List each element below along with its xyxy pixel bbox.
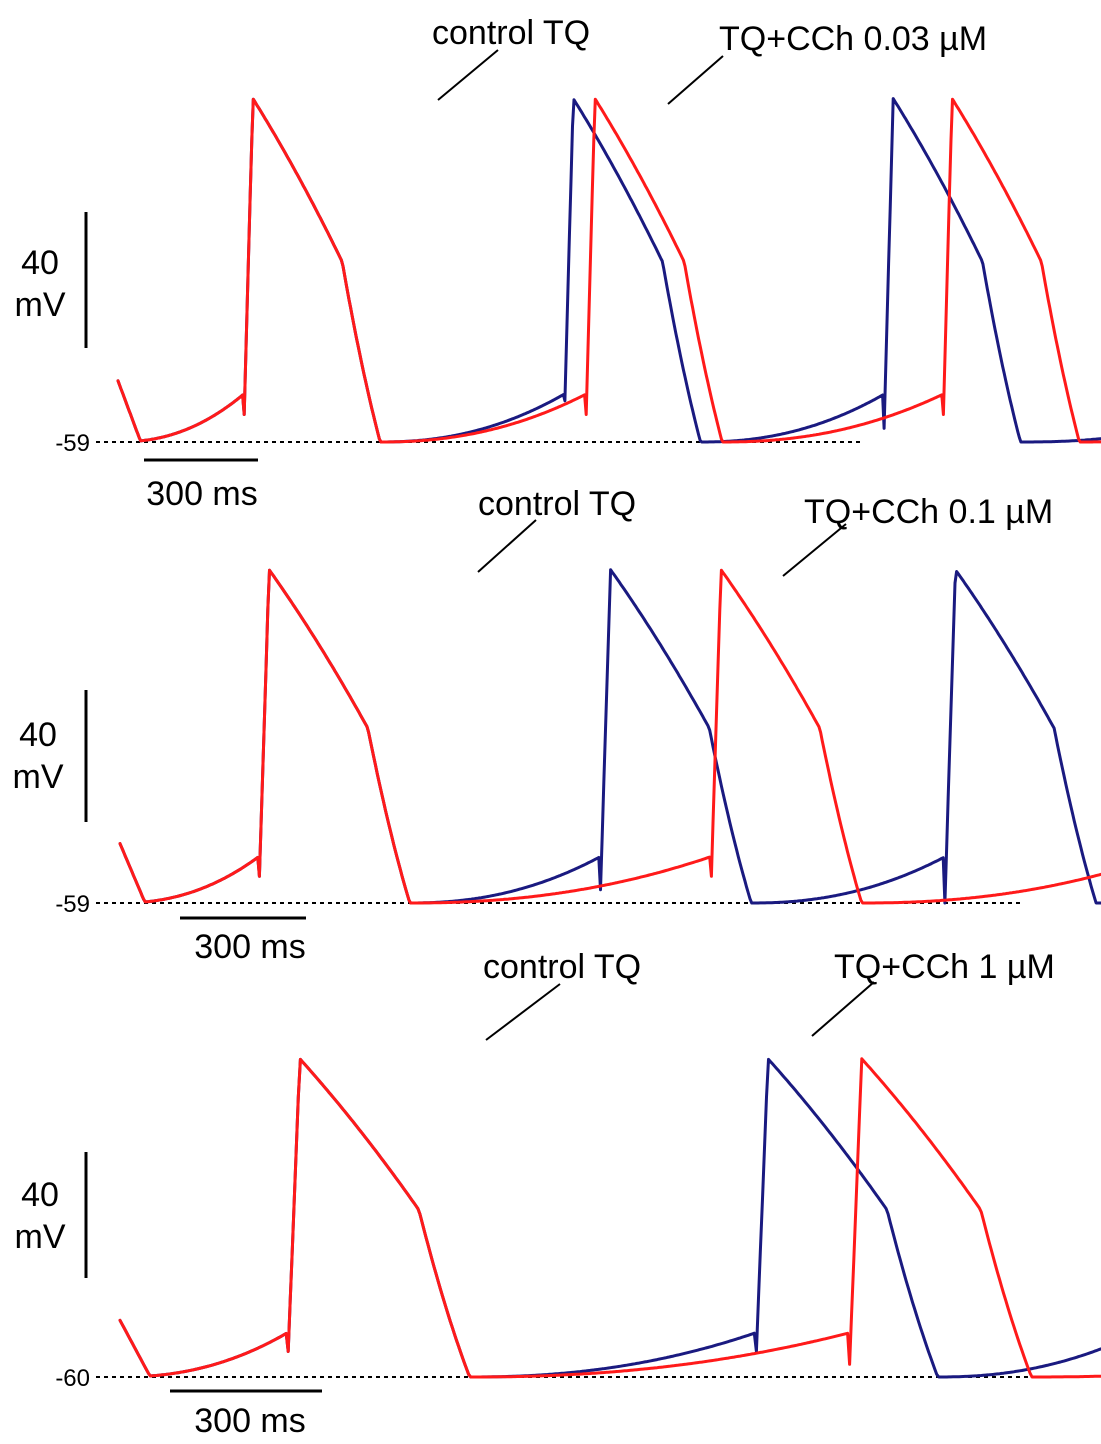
time-scale-label: 300 ms xyxy=(146,475,258,513)
time-scale-label: 300 ms xyxy=(194,928,306,966)
control-annotation: control TQ xyxy=(483,948,641,986)
control-annotation: control TQ xyxy=(432,14,590,52)
drug-annotation: TQ+CCh 0.03 µM xyxy=(719,20,987,58)
control-trace xyxy=(118,1057,1101,1379)
drug-annotation: TQ+CCh 0.1 µM xyxy=(804,493,1053,531)
control-callout-line xyxy=(485,983,561,1041)
drug-callout-line xyxy=(782,523,847,577)
voltage-scale-unit: mV xyxy=(15,1218,66,1256)
baseline-label: -60 xyxy=(55,1365,90,1392)
voltage-scale-value: 40 xyxy=(21,1176,59,1214)
panel-cch-1: -60 40 mV 300 ms control TQ TQ+CCh 1 µM xyxy=(15,948,1101,1440)
control-trace xyxy=(116,97,1101,444)
voltage-scale-unit: mV xyxy=(13,758,64,796)
drug-trace xyxy=(118,1057,1101,1379)
panel-cch-0.1: -59 40 mV 300 ms control TQ TQ+CCh 0.1 µ… xyxy=(13,485,1101,966)
time-scale-label: 300 ms xyxy=(194,1402,306,1440)
panel-cch-0.03: -59 40 mV 300 ms control TQ TQ+CCh 0.03 … xyxy=(15,14,1101,513)
drug-annotation: TQ+CCh 1 µM xyxy=(834,948,1055,986)
drug-callout-line xyxy=(667,55,724,105)
voltage-scale-value: 40 xyxy=(21,244,59,282)
drug-trace xyxy=(116,97,1101,444)
control-callout-line xyxy=(477,519,537,573)
drug-trace xyxy=(118,568,1101,905)
baseline-label: -59 xyxy=(55,430,90,457)
voltage-scale-unit: mV xyxy=(15,286,66,324)
drug-callout-line xyxy=(811,981,875,1037)
control-annotation: control TQ xyxy=(478,485,636,523)
voltage-scale-value: 40 xyxy=(19,716,57,754)
control-callout-line xyxy=(437,49,499,101)
baseline-label: -59 xyxy=(55,891,90,918)
